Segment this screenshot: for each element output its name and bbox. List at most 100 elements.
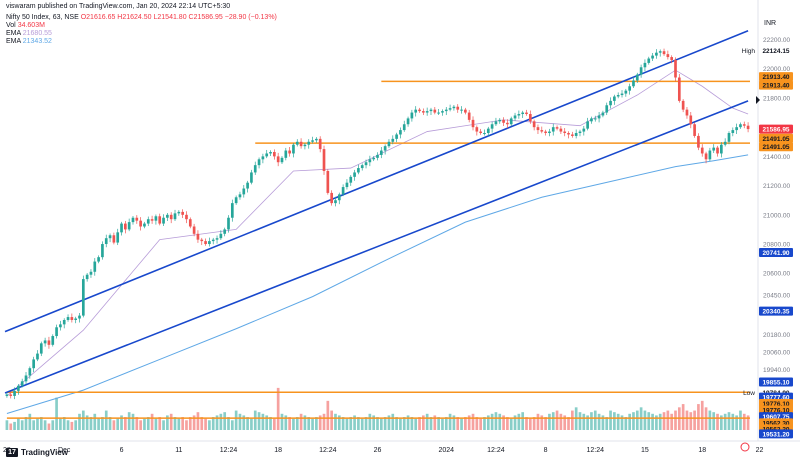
volume-bar xyxy=(425,413,429,430)
vol-value: 34.603M xyxy=(17,22,45,29)
price-label-box xyxy=(759,72,793,82)
volume-bar xyxy=(674,410,677,430)
volume-bar xyxy=(578,412,582,430)
price-label-text: 19776.10 xyxy=(762,407,789,414)
candle-body xyxy=(712,147,716,151)
volume-bar xyxy=(387,415,391,430)
volume-bar xyxy=(486,415,490,430)
ema-fast-legend[interactable]: EMA 21680.55 xyxy=(6,30,52,38)
volume-bar xyxy=(731,413,735,430)
ema-slow-label: EMA xyxy=(6,38,21,45)
candle-body xyxy=(532,121,536,128)
candle-body xyxy=(330,192,333,204)
candle-body xyxy=(486,128,490,134)
candle-body xyxy=(192,226,196,234)
volume-bar xyxy=(70,421,74,430)
candle-body xyxy=(353,172,356,177)
y-tick-label: 20600.00 xyxy=(763,271,790,278)
ema-slow-legend[interactable]: EMA 21343.52 xyxy=(6,38,52,46)
volume-bar xyxy=(551,412,555,430)
candle-body xyxy=(51,336,55,345)
volume-bar xyxy=(196,412,200,430)
volume-bar xyxy=(658,413,662,430)
volume-bar xyxy=(643,410,647,430)
volume-bar xyxy=(655,415,658,430)
candle-body xyxy=(460,109,463,111)
volume-bar xyxy=(280,413,284,430)
volume-bar xyxy=(181,417,184,430)
price-label-box xyxy=(759,377,793,387)
candle-body xyxy=(628,86,631,91)
candle-body xyxy=(441,111,444,113)
ema-fast-line xyxy=(6,69,749,397)
volume-bar xyxy=(257,412,261,430)
volume-bar xyxy=(720,415,723,430)
trendline xyxy=(4,30,749,333)
candle-body xyxy=(716,147,719,154)
volume-bar xyxy=(536,413,540,430)
axis-arrow-icon xyxy=(756,96,760,104)
volume-bar xyxy=(555,410,559,430)
volume-bar xyxy=(586,415,589,430)
volume-bar xyxy=(601,415,605,430)
price-label-text: 21913.40 xyxy=(762,83,789,90)
candle-body xyxy=(582,128,586,132)
volume-bar xyxy=(563,415,567,430)
candle-body xyxy=(525,112,528,115)
candle-body xyxy=(5,394,9,396)
volume-bar xyxy=(357,417,360,430)
volume-bar xyxy=(624,417,628,430)
volume-bar xyxy=(269,417,272,430)
price-label-text: 20340.35 xyxy=(762,309,789,316)
volume-bar xyxy=(127,412,131,430)
candle-body xyxy=(689,115,693,125)
volume-bar xyxy=(89,417,93,430)
volume-bar xyxy=(609,410,612,430)
y-tick-label: 19940.00 xyxy=(763,367,790,374)
volume-bar xyxy=(513,415,517,430)
candle-body xyxy=(437,112,440,114)
tradingview-logo[interactable]: 17 TradingView xyxy=(6,448,68,457)
volume-bar xyxy=(59,418,62,430)
candle-body xyxy=(280,157,284,163)
volume-bar xyxy=(402,417,406,430)
volume-bar xyxy=(494,412,498,430)
volume-bar xyxy=(739,410,742,430)
volume-bar xyxy=(509,418,513,430)
volume-bar xyxy=(567,417,570,430)
volume-bar xyxy=(143,418,146,430)
price-label-orange: 21913.40 xyxy=(759,80,793,90)
volume-bar xyxy=(200,417,204,430)
symbol-name[interactable]: Nifty 50 Index, 63, NSE xyxy=(6,14,79,21)
currency-label: INR xyxy=(764,20,776,27)
candle-body xyxy=(379,150,383,155)
candle-body xyxy=(288,150,291,154)
volume-bar xyxy=(498,413,502,430)
candle-body xyxy=(555,127,559,129)
candle-body xyxy=(590,118,593,122)
candle-body xyxy=(349,176,353,183)
volume-bar xyxy=(204,418,207,430)
candle-body xyxy=(429,109,433,112)
price-label-text: 21491.05 xyxy=(762,144,789,151)
candle-body xyxy=(219,233,223,239)
price-label-text: 21491.05 xyxy=(762,136,789,143)
candle-body xyxy=(81,279,85,316)
candle-body xyxy=(196,233,200,240)
candle-body xyxy=(425,111,429,113)
y-tick-label: 22200.00 xyxy=(763,37,790,44)
candle-body xyxy=(551,127,555,132)
candle-body xyxy=(662,51,666,55)
volume-bar xyxy=(379,418,383,430)
x-tick-label: 18 xyxy=(698,447,706,454)
volume-bar xyxy=(364,417,368,430)
volume-bar xyxy=(360,418,364,430)
candle-body xyxy=(406,118,410,125)
candle-body xyxy=(674,59,677,78)
candle-body xyxy=(372,157,376,160)
vol-legend[interactable]: Vol 34.603M xyxy=(6,22,45,30)
volume-bar xyxy=(242,415,246,430)
candle-body xyxy=(269,152,272,154)
candle-body xyxy=(605,105,609,113)
